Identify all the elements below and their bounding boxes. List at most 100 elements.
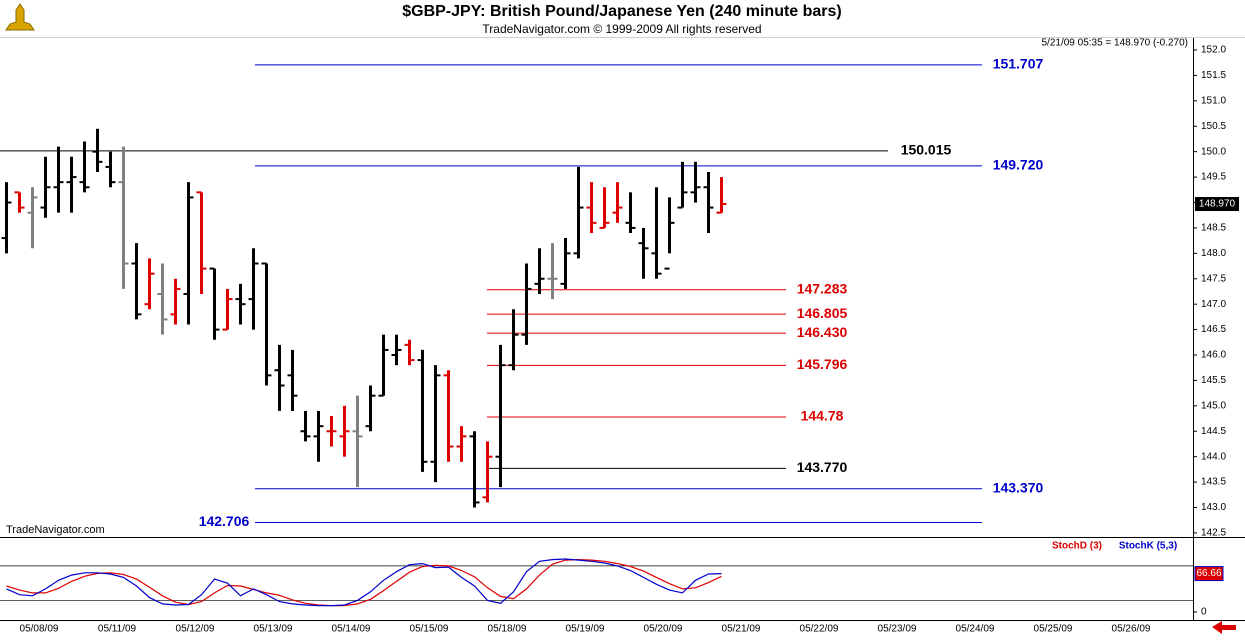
last-price-box bbox=[1195, 197, 1239, 212]
ohlc-bar bbox=[456, 426, 467, 462]
stoch-line bbox=[6, 558, 722, 607]
price-info: 5/21/09 05:35 = 148.970 (-0.270) bbox=[1041, 38, 1188, 49]
ohlc-bar bbox=[118, 146, 129, 289]
stoch-value-box bbox=[1194, 566, 1224, 582]
level-label: 143.770 bbox=[797, 459, 848, 475]
y-tick-label: 143.5 bbox=[1201, 477, 1226, 488]
x-tick-label: 05/23/09 bbox=[878, 624, 917, 635]
ohlc-bar bbox=[131, 243, 142, 320]
y-tick-label: 149.5 bbox=[1201, 172, 1226, 183]
ohlc-bar bbox=[547, 243, 558, 300]
x-tick-label: 05/12/09 bbox=[176, 624, 215, 635]
legend-entry: StochK (5,3) bbox=[1119, 541, 1177, 552]
ohlc-bar bbox=[326, 416, 337, 447]
ohlc-bar bbox=[378, 334, 389, 397]
last-price-label: 148.970 bbox=[1199, 199, 1236, 210]
ohlc-bar bbox=[365, 385, 376, 432]
ohlc-bar bbox=[313, 410, 324, 462]
y-tick-label: 144.0 bbox=[1201, 451, 1226, 462]
ohlc-bar bbox=[417, 349, 428, 472]
ohlc-bar bbox=[66, 156, 77, 213]
y-tick-label: 147.5 bbox=[1201, 273, 1226, 284]
legend-entry: StochD (3) bbox=[1052, 541, 1102, 552]
ohlc-bar bbox=[27, 187, 38, 249]
ohlc-bar bbox=[651, 187, 662, 279]
ohlc-bar bbox=[638, 227, 649, 279]
y-tick-label: 145.5 bbox=[1201, 375, 1226, 386]
ohlc-bar bbox=[677, 161, 688, 209]
ohlc-bar bbox=[560, 238, 571, 289]
x-tick-label: 05/15/09 bbox=[410, 624, 449, 635]
ohlc-bar bbox=[352, 395, 363, 488]
ohlc-bar bbox=[612, 182, 623, 223]
y-tick-label: 148.5 bbox=[1201, 223, 1226, 234]
ohlc-bar bbox=[157, 263, 168, 335]
y-tick-label: 150.5 bbox=[1201, 121, 1226, 132]
ohlc-bar bbox=[14, 191, 25, 213]
ohlc-bar bbox=[404, 339, 415, 366]
subtitle: TradeNavigator.com © 1999-2009 All right… bbox=[482, 22, 761, 36]
y-tick-label: 152.0 bbox=[1201, 45, 1226, 56]
ohlc-bar bbox=[482, 441, 493, 503]
x-tick-label: 05/22/09 bbox=[800, 624, 839, 635]
ohlc-bar bbox=[508, 309, 519, 371]
ohlc-bar bbox=[287, 349, 298, 411]
y-tick-label: 146.5 bbox=[1201, 324, 1226, 335]
scroll-arrow[interactable] bbox=[1212, 621, 1236, 634]
ohlc-bar bbox=[235, 283, 246, 325]
x-tick-label: 05/21/09 bbox=[722, 624, 761, 635]
ohlc-bar bbox=[79, 141, 90, 193]
x-tick-label: 05/08/09 bbox=[20, 624, 59, 635]
ohlc-bar bbox=[209, 267, 220, 340]
level-label: 146.430 bbox=[797, 324, 848, 340]
ohlc-bar bbox=[183, 182, 194, 325]
level-label: 151.707 bbox=[993, 56, 1044, 72]
ohlc-bar bbox=[573, 166, 584, 259]
ohlc-bar bbox=[261, 262, 272, 386]
y-tick-label: 142.5 bbox=[1201, 528, 1226, 539]
ohlc-bar bbox=[92, 128, 103, 173]
y-tick-label: 150.0 bbox=[1201, 146, 1226, 157]
ohlc-bar bbox=[586, 182, 597, 234]
ohlc-bar bbox=[196, 191, 207, 295]
ohlc-bar bbox=[300, 410, 311, 442]
x-tick-label: 05/13/09 bbox=[254, 624, 293, 635]
y-tick-label: 148.0 bbox=[1201, 248, 1226, 259]
level-label: 145.796 bbox=[797, 356, 848, 372]
x-tick-label: 05/14/09 bbox=[332, 624, 371, 635]
x-tick-label: 05/25/09 bbox=[1034, 624, 1073, 635]
ohlc-bar bbox=[339, 405, 350, 457]
level-label: 142.706 bbox=[199, 513, 250, 529]
ohlc-bar bbox=[469, 431, 480, 508]
stoch-line bbox=[6, 558, 722, 607]
y-tick-label: 151.0 bbox=[1201, 95, 1226, 106]
ohlc-bar bbox=[703, 172, 714, 234]
ohlc-bar bbox=[222, 288, 233, 331]
ohlc-bar bbox=[625, 192, 636, 234]
level-label: 147.283 bbox=[797, 280, 848, 296]
ohlc-bar bbox=[144, 258, 155, 310]
y-tick-label: 143.0 bbox=[1201, 502, 1226, 513]
ohlc-bar bbox=[430, 365, 441, 483]
ohlc-bar bbox=[274, 344, 285, 411]
x-tick-label: 05/26/09 bbox=[1112, 624, 1151, 635]
level-label: 150.015 bbox=[901, 142, 952, 158]
x-tick-label: 05/20/09 bbox=[644, 624, 683, 635]
y-tick-label: 145.0 bbox=[1201, 400, 1226, 411]
stoch-tick-label: 0 bbox=[1201, 607, 1207, 618]
ohlc-bar bbox=[1, 182, 12, 254]
ohlc-bar bbox=[443, 370, 454, 462]
y-tick-label: 151.5 bbox=[1201, 70, 1226, 81]
level-label: 146.805 bbox=[797, 305, 848, 321]
ohlc-bar bbox=[599, 187, 610, 229]
chart-title: $GBP-JPY: British Pound/Japanese Yen (24… bbox=[402, 3, 842, 20]
stoch-value-label: 66.66 bbox=[1196, 568, 1221, 579]
ohlc-bar bbox=[495, 344, 506, 488]
ohlc-bar bbox=[690, 161, 701, 203]
ohlc-bar bbox=[170, 278, 181, 325]
y-tick-label: 147.0 bbox=[1201, 299, 1226, 310]
level-label: 149.720 bbox=[993, 157, 1044, 173]
level-label: 144.78 bbox=[801, 408, 844, 424]
y-tick-label: 144.5 bbox=[1201, 426, 1226, 437]
